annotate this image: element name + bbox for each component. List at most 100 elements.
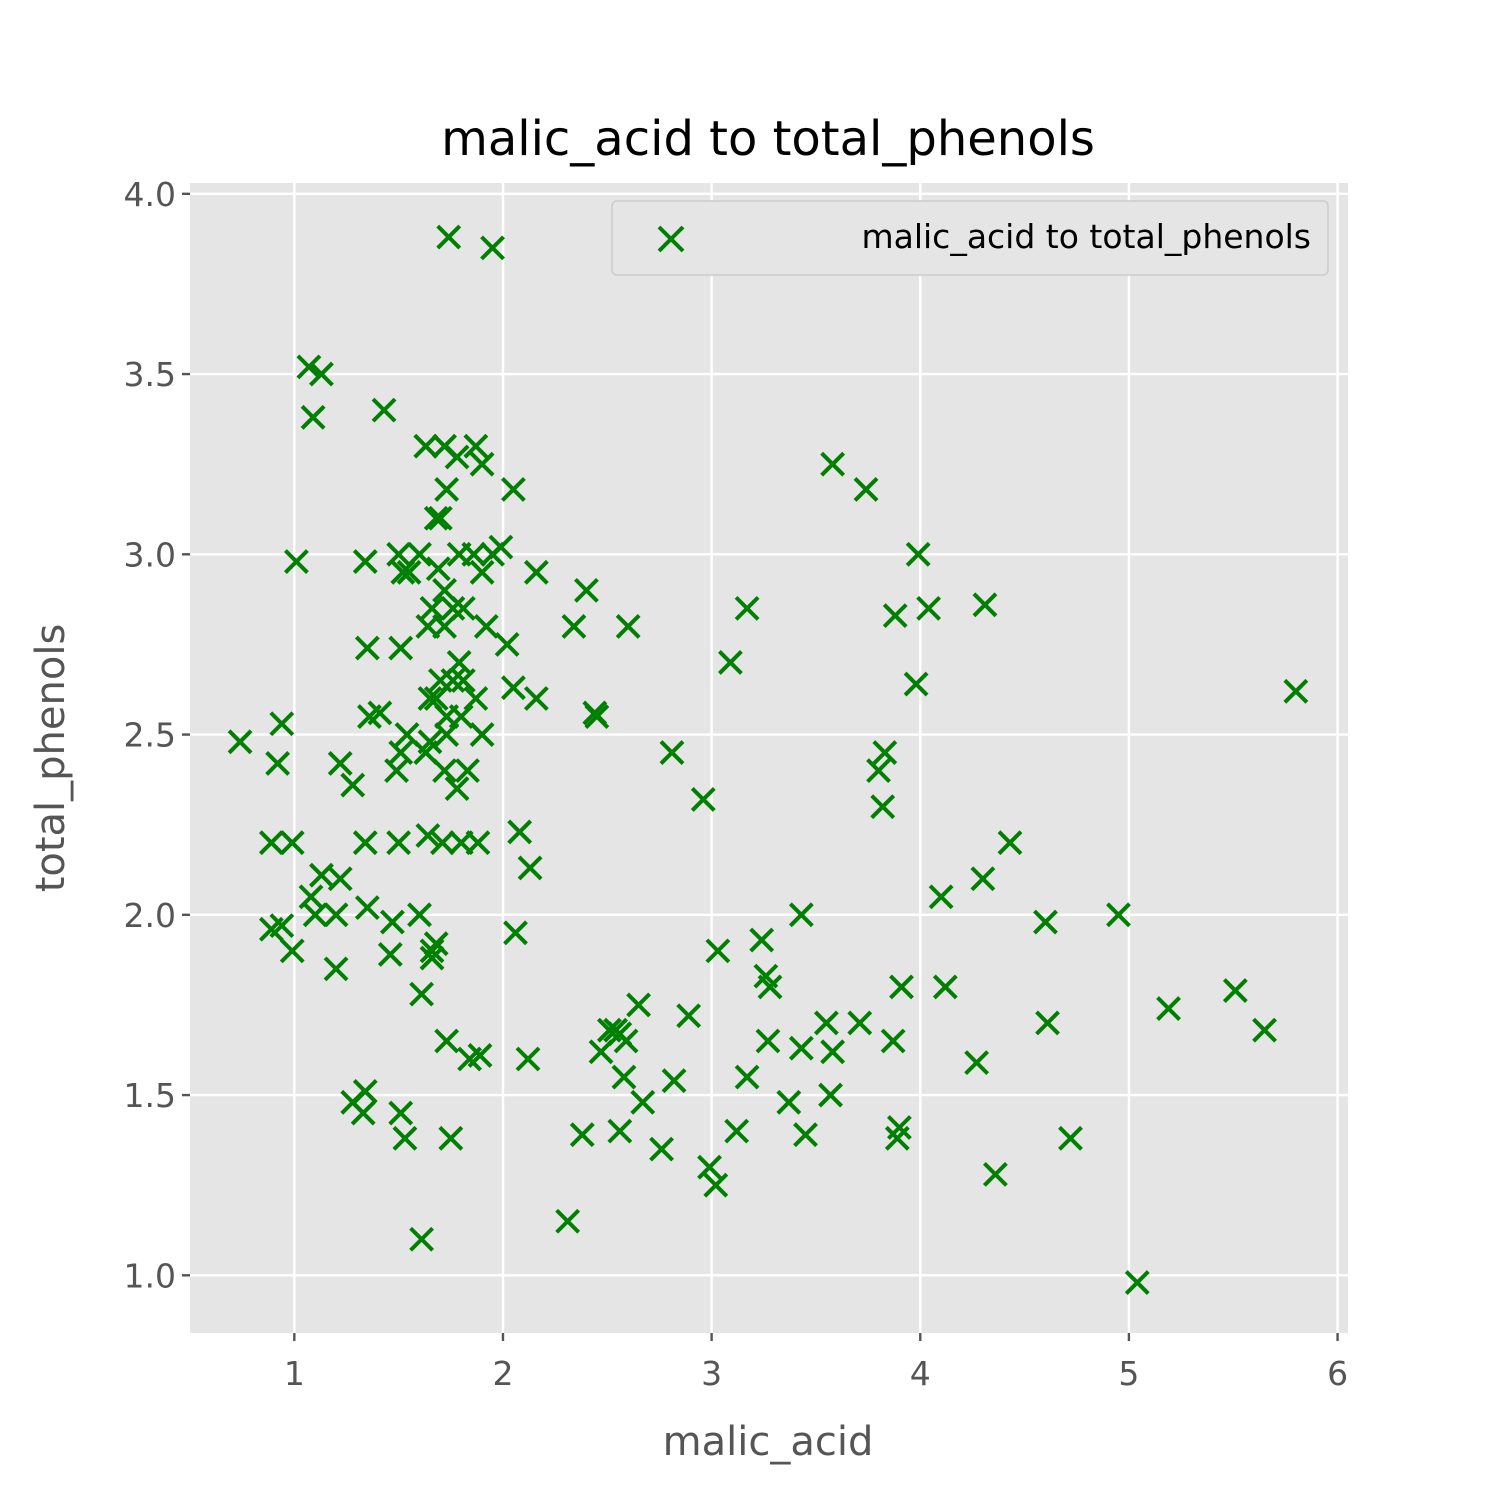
data-point	[734, 595, 760, 621]
data-point	[555, 1208, 581, 1234]
data-point	[413, 433, 439, 459]
data-point	[423, 505, 449, 531]
y-tick-label: 1.0	[124, 1256, 176, 1295]
data-point	[574, 577, 599, 603]
data-point	[1106, 902, 1131, 928]
data-point	[788, 1035, 814, 1061]
x-tick-label: 3	[701, 1354, 722, 1393]
y-tick-label: 2.5	[124, 716, 176, 755]
data-point	[588, 1039, 614, 1065]
data-point	[964, 1050, 990, 1076]
data-point	[717, 650, 743, 675]
data-point	[463, 686, 489, 711]
data-point	[446, 650, 472, 675]
data-point	[300, 404, 326, 430]
data-point	[392, 1125, 418, 1151]
data-point	[265, 750, 291, 776]
data-point	[886, 1115, 912, 1140]
data-point	[434, 477, 460, 502]
plot-area	[190, 183, 1348, 1333]
data-point	[905, 541, 931, 567]
data-point	[394, 722, 420, 747]
data-point	[469, 559, 495, 585]
data-point	[776, 1089, 802, 1115]
data-point	[367, 700, 393, 726]
data-point	[386, 541, 412, 567]
data-point	[432, 758, 457, 784]
data-point	[757, 974, 783, 1000]
data-point	[866, 758, 891, 784]
data-point	[432, 614, 457, 639]
data-point	[371, 397, 397, 423]
data-point	[352, 1079, 378, 1104]
data-points	[227, 224, 1309, 1295]
data-point	[350, 1100, 376, 1126]
y-axis-label: total_phenols	[28, 624, 74, 893]
data-point	[340, 772, 366, 798]
data-point	[444, 444, 470, 470]
data-point	[407, 902, 432, 928]
data-point	[469, 451, 495, 477]
data-point	[463, 433, 489, 459]
data-point	[523, 686, 549, 711]
data-point	[354, 635, 380, 661]
x-tick-label: 6	[1327, 1354, 1348, 1393]
data-point	[354, 895, 380, 921]
data-point	[626, 992, 652, 1018]
data-point	[649, 1136, 674, 1162]
data-point	[1033, 909, 1058, 935]
data-point	[872, 740, 898, 766]
y-tick-label: 3.5	[124, 355, 176, 394]
x-tick-label: 2	[492, 1354, 513, 1393]
data-point	[880, 1028, 906, 1054]
data-point	[813, 1010, 839, 1036]
data-point	[500, 675, 526, 701]
data-point	[352, 830, 378, 856]
data-point	[455, 758, 480, 784]
x-tick-label: 1	[284, 1354, 305, 1393]
data-point	[467, 1042, 493, 1068]
data-point	[997, 830, 1023, 856]
axis-ticks: 1 2 3 4 5 6 1.0 1.5 2.0 2.5 3.0 3.5 4.0	[124, 175, 1349, 1393]
data-point	[323, 956, 349, 982]
data-point	[659, 740, 685, 766]
data-point	[425, 556, 451, 582]
data-point	[584, 704, 610, 729]
data-point	[1283, 678, 1309, 704]
data-point	[377, 942, 403, 967]
data-point	[379, 909, 405, 935]
data-point	[323, 902, 349, 928]
x-axis-label: malic_acid	[663, 1419, 874, 1465]
data-point	[703, 1172, 729, 1198]
chart-title: malic_acid to total_phenols	[441, 111, 1095, 167]
data-point	[309, 862, 334, 888]
data-point	[302, 902, 328, 928]
data-point	[615, 614, 641, 639]
data-point	[432, 577, 457, 603]
legend-label: malic_acid to total_phenols	[861, 217, 1311, 256]
data-point	[469, 722, 495, 747]
data-point	[1156, 996, 1181, 1021]
data-point	[396, 559, 422, 585]
legend: malic_acid to total_phenols	[611, 200, 1329, 276]
data-point	[818, 1082, 843, 1108]
data-point	[258, 830, 284, 856]
data-point	[434, 722, 460, 747]
legend-box	[611, 200, 1329, 276]
data-point	[448, 704, 474, 729]
x-tick-label: 5	[1118, 1354, 1139, 1393]
data-point	[853, 477, 879, 502]
data-point	[788, 902, 814, 928]
data-point	[611, 1064, 637, 1090]
data-point	[327, 750, 353, 776]
y-tick-label: 2.0	[124, 896, 176, 935]
data-point	[724, 1118, 750, 1144]
data-point	[419, 595, 445, 621]
data-point	[882, 603, 908, 629]
data-point	[488, 534, 514, 560]
data-point	[298, 884, 324, 910]
data-point	[820, 451, 846, 477]
data-point	[388, 635, 414, 661]
data-point	[436, 224, 462, 250]
